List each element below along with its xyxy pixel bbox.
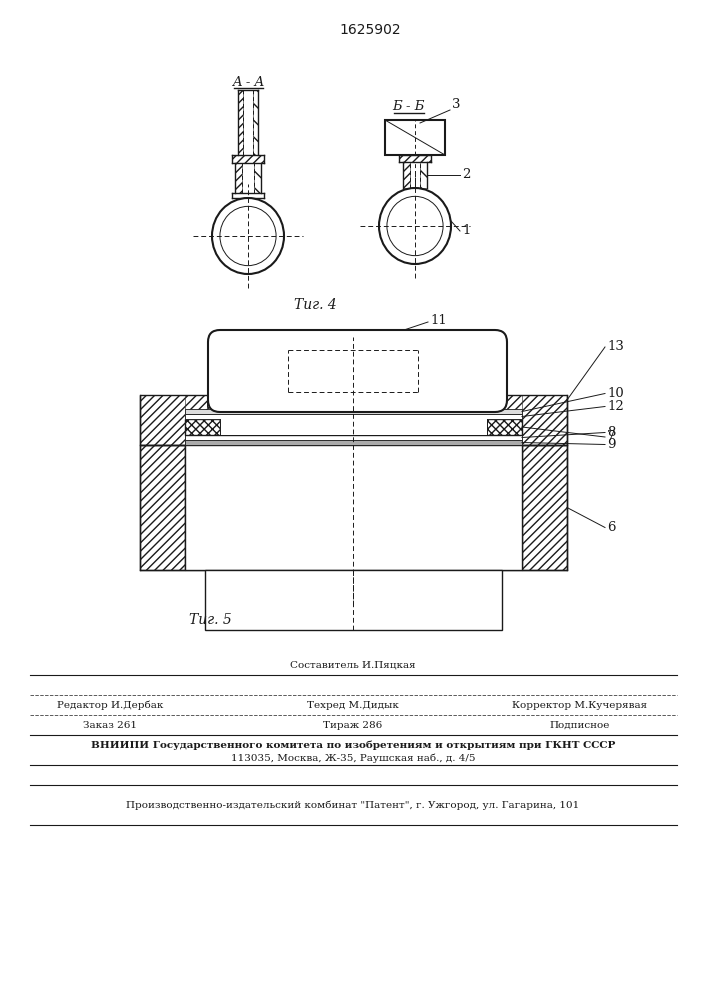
Text: Производственно-издательский комбинат "Патент", г. Ужгород, ул. Гагарина, 101: Производственно-издательский комбинат "П…	[127, 800, 580, 810]
Bar	[399, 155, 431, 162]
Bar	[185, 409, 522, 414]
Text: Τиг. 5: Τиг. 5	[189, 613, 231, 627]
Bar	[253, 90, 258, 155]
Bar	[140, 395, 225, 445]
Text: 1625902: 1625902	[339, 23, 401, 37]
Ellipse shape	[387, 196, 443, 256]
Bar	[185, 414, 522, 419]
Text: 113035, Москва, Ж-35, Раушская наб., д. 4/5: 113035, Москва, Ж-35, Раушская наб., д. …	[230, 753, 475, 763]
Bar	[482, 395, 567, 445]
Text: Корректор М.Кучерявая: Корректор М.Кучерявая	[513, 700, 648, 710]
Bar	[522, 445, 567, 570]
Bar	[522, 445, 567, 570]
Ellipse shape	[212, 198, 284, 274]
Bar	[185, 435, 522, 440]
Bar	[140, 445, 185, 570]
Text: A - A: A - A	[232, 76, 264, 89]
Text: 8: 8	[607, 426, 615, 439]
Bar	[185, 445, 522, 570]
Text: Б - Б: Б - Б	[392, 101, 424, 113]
Text: Составитель И.Пяцкая: Составитель И.Пяцкая	[290, 660, 416, 670]
Text: 6: 6	[607, 521, 616, 534]
Text: Тираж 286: Тираж 286	[323, 720, 382, 730]
Text: 2: 2	[462, 168, 470, 182]
Bar	[207, 395, 225, 407]
Bar	[487, 419, 522, 435]
Bar	[420, 162, 427, 188]
Bar	[140, 445, 185, 570]
Bar	[232, 155, 264, 163]
Text: 7: 7	[607, 430, 616, 444]
Text: 12: 12	[607, 400, 624, 413]
Bar	[140, 395, 225, 445]
Text: 3: 3	[452, 98, 460, 111]
Text: Заказ 261: Заказ 261	[83, 720, 137, 730]
Bar	[403, 162, 410, 188]
Bar	[185, 395, 225, 445]
Text: 11: 11	[430, 314, 447, 328]
Bar	[482, 395, 522, 445]
Ellipse shape	[379, 188, 451, 264]
FancyBboxPatch shape	[208, 330, 507, 412]
Text: Τиг. 4: Τиг. 4	[293, 298, 337, 312]
Bar	[482, 395, 567, 445]
Bar	[482, 395, 500, 407]
Bar	[254, 163, 261, 193]
Text: 9: 9	[607, 438, 616, 451]
Bar	[185, 419, 522, 435]
Text: 10: 10	[607, 387, 624, 400]
Bar	[385, 120, 445, 155]
Text: ВНИИПИ Государственного комитета по изобретениям и открытиям при ГКНТ СССР: ВНИИПИ Государственного комитета по изоб…	[90, 740, 615, 750]
Text: Подписное: Подписное	[550, 720, 610, 730]
Bar	[185, 419, 522, 435]
Text: Редактор И.Дербак: Редактор И.Дербак	[57, 700, 163, 710]
Bar	[185, 440, 522, 445]
Text: 1: 1	[462, 225, 470, 237]
Bar	[185, 419, 220, 435]
Bar	[238, 90, 243, 155]
Bar	[205, 570, 502, 630]
Bar	[207, 395, 225, 407]
Ellipse shape	[220, 206, 276, 266]
Bar	[235, 163, 242, 193]
Bar	[482, 395, 500, 407]
Bar	[220, 419, 487, 435]
Text: Техред М.Дидык: Техред М.Дидык	[307, 700, 399, 710]
Text: 13: 13	[607, 340, 624, 353]
